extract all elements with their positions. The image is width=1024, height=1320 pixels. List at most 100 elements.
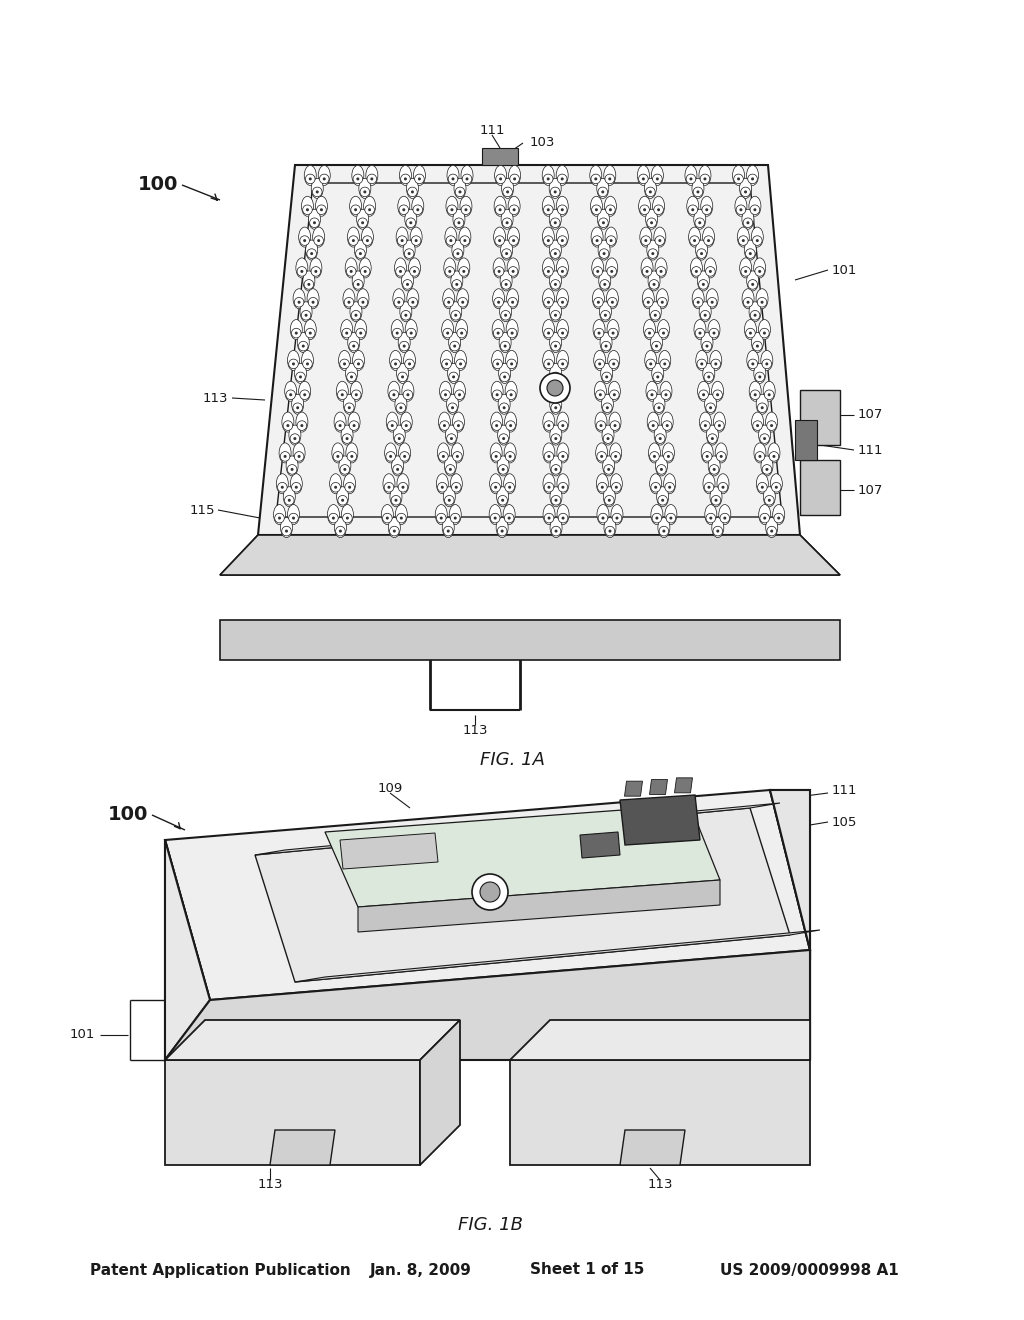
Ellipse shape	[763, 437, 766, 440]
Ellipse shape	[746, 271, 759, 290]
Ellipse shape	[394, 499, 397, 502]
Ellipse shape	[696, 190, 699, 194]
Ellipse shape	[612, 513, 622, 523]
Ellipse shape	[335, 421, 345, 430]
Ellipse shape	[648, 331, 651, 334]
Ellipse shape	[688, 227, 700, 247]
Ellipse shape	[756, 289, 768, 309]
Ellipse shape	[706, 455, 709, 458]
Ellipse shape	[291, 467, 294, 471]
Ellipse shape	[361, 227, 374, 247]
Ellipse shape	[466, 177, 469, 181]
Ellipse shape	[300, 389, 309, 400]
Ellipse shape	[398, 333, 411, 352]
Ellipse shape	[360, 187, 370, 197]
Ellipse shape	[762, 465, 772, 474]
Ellipse shape	[497, 517, 508, 537]
Ellipse shape	[759, 504, 771, 524]
Ellipse shape	[543, 504, 555, 524]
Ellipse shape	[706, 209, 709, 211]
Ellipse shape	[698, 222, 701, 224]
Ellipse shape	[659, 359, 670, 368]
Ellipse shape	[349, 269, 352, 273]
Polygon shape	[795, 420, 817, 459]
Polygon shape	[620, 1130, 685, 1166]
Polygon shape	[220, 535, 840, 576]
Ellipse shape	[400, 174, 411, 183]
Ellipse shape	[640, 205, 649, 215]
Ellipse shape	[348, 407, 351, 409]
Ellipse shape	[502, 467, 505, 471]
Ellipse shape	[408, 363, 411, 366]
Ellipse shape	[449, 372, 459, 381]
Ellipse shape	[561, 455, 564, 458]
Ellipse shape	[548, 455, 551, 458]
Ellipse shape	[734, 174, 743, 183]
Polygon shape	[482, 148, 518, 165]
Ellipse shape	[457, 252, 460, 255]
Ellipse shape	[544, 329, 553, 338]
Ellipse shape	[645, 210, 657, 230]
Ellipse shape	[458, 222, 461, 224]
Ellipse shape	[288, 499, 291, 502]
Ellipse shape	[596, 444, 607, 463]
Ellipse shape	[544, 482, 554, 492]
Ellipse shape	[656, 267, 666, 276]
Ellipse shape	[746, 165, 759, 185]
Ellipse shape	[504, 474, 516, 494]
Text: 109: 109	[378, 781, 402, 795]
Ellipse shape	[554, 437, 557, 440]
Ellipse shape	[543, 412, 555, 432]
Ellipse shape	[502, 437, 505, 440]
Ellipse shape	[496, 174, 506, 183]
Ellipse shape	[505, 282, 508, 286]
Ellipse shape	[364, 190, 367, 194]
Ellipse shape	[601, 190, 604, 194]
Ellipse shape	[344, 403, 354, 413]
Text: 109: 109	[205, 869, 230, 882]
Ellipse shape	[436, 513, 446, 523]
Ellipse shape	[443, 487, 456, 507]
Ellipse shape	[296, 257, 308, 279]
Ellipse shape	[705, 504, 717, 524]
Ellipse shape	[710, 487, 722, 507]
Ellipse shape	[336, 381, 348, 401]
Ellipse shape	[396, 403, 406, 413]
Ellipse shape	[312, 227, 325, 247]
Ellipse shape	[386, 412, 398, 432]
Ellipse shape	[381, 504, 393, 524]
Polygon shape	[165, 840, 210, 1060]
Ellipse shape	[662, 389, 671, 400]
Ellipse shape	[410, 331, 413, 334]
Ellipse shape	[751, 205, 760, 215]
Ellipse shape	[641, 236, 650, 246]
Ellipse shape	[593, 267, 602, 276]
Ellipse shape	[650, 310, 660, 319]
Ellipse shape	[290, 474, 302, 494]
Ellipse shape	[461, 205, 471, 215]
Ellipse shape	[550, 395, 562, 414]
Ellipse shape	[292, 516, 295, 520]
Ellipse shape	[605, 205, 615, 215]
Ellipse shape	[437, 444, 450, 463]
Ellipse shape	[439, 421, 450, 430]
Ellipse shape	[300, 269, 303, 273]
Ellipse shape	[445, 425, 458, 445]
Ellipse shape	[700, 363, 703, 366]
Ellipse shape	[439, 516, 442, 520]
Ellipse shape	[345, 482, 354, 492]
Text: 111: 111	[479, 124, 505, 136]
Ellipse shape	[438, 412, 451, 432]
Ellipse shape	[708, 434, 717, 444]
Ellipse shape	[744, 319, 757, 339]
Ellipse shape	[316, 205, 327, 215]
Ellipse shape	[289, 513, 298, 523]
Ellipse shape	[556, 257, 568, 279]
Ellipse shape	[356, 177, 359, 181]
Ellipse shape	[659, 467, 663, 471]
Ellipse shape	[499, 434, 509, 444]
Ellipse shape	[655, 257, 667, 279]
Ellipse shape	[350, 455, 353, 458]
Ellipse shape	[751, 177, 754, 181]
Ellipse shape	[335, 517, 346, 537]
